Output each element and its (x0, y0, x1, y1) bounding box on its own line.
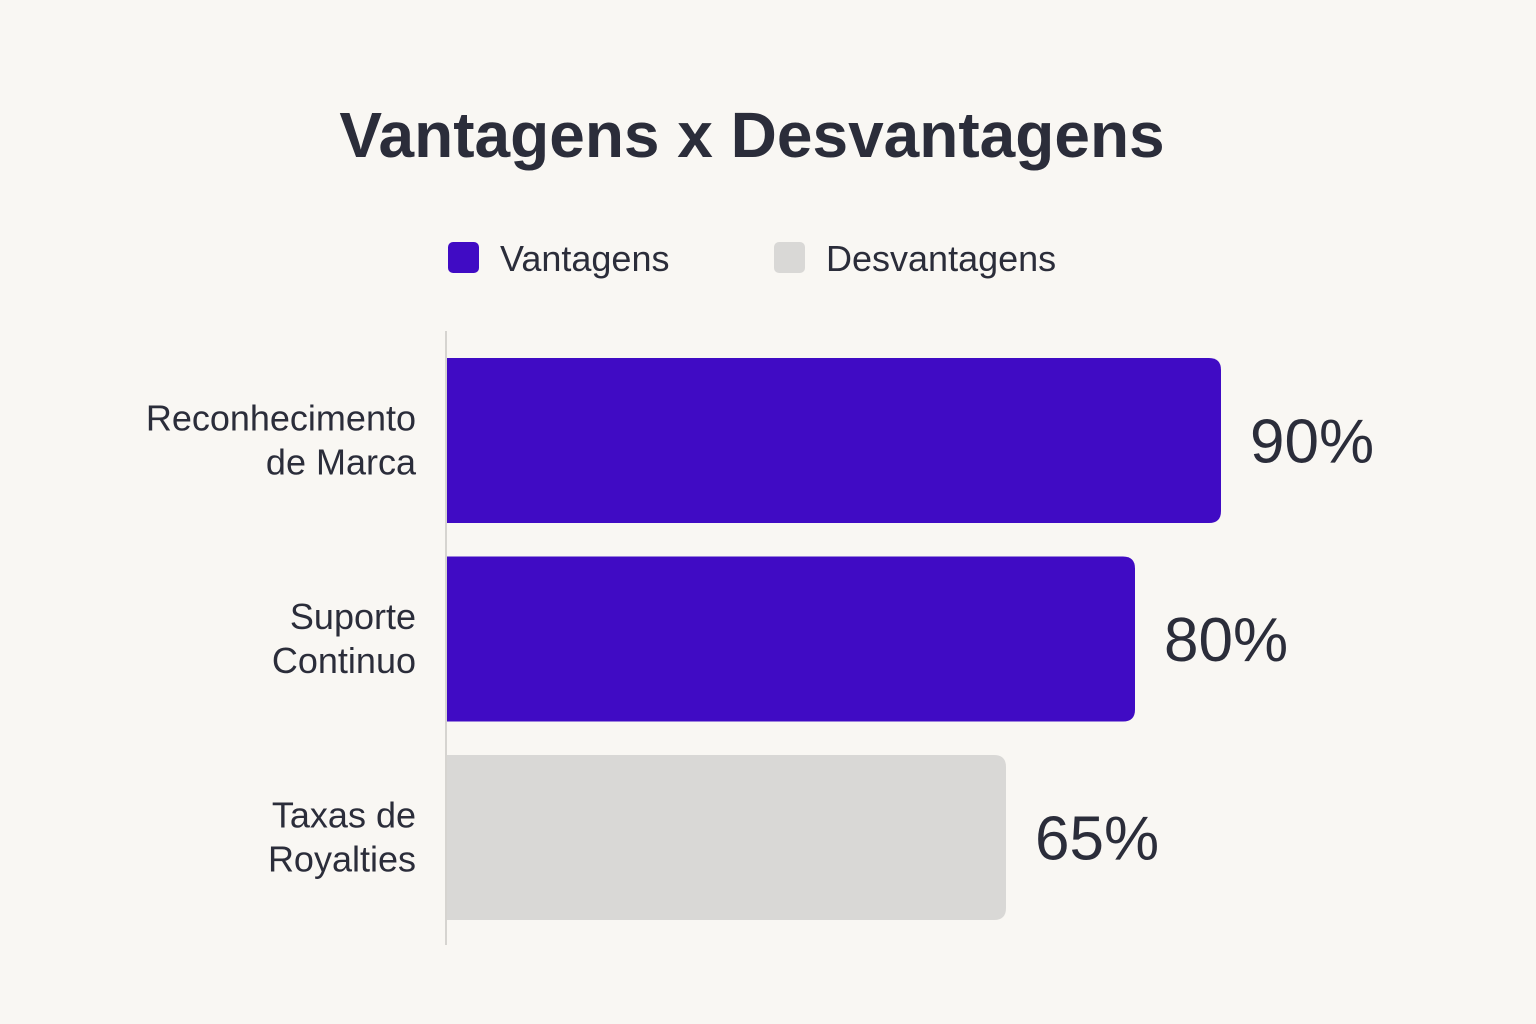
legend-swatch-desvantagens (774, 242, 805, 273)
category-label-1-line-0: Suporte (290, 596, 416, 637)
category-label-1-line-1: Continuo (272, 640, 416, 681)
category-label-2-line-0: Taxas de (272, 795, 416, 836)
legend: Vantagens Desvantagens (448, 238, 1056, 279)
category-labels: Reconhecimento de Marca Suporte Continuo Tax… (146, 398, 417, 880)
legend-label-desvantagens: Desvantagens (826, 238, 1056, 279)
category-label-0-line-0: Reconhecimento (146, 398, 416, 439)
bar-2 (447, 755, 1006, 920)
bar-1 (447, 556, 1135, 722)
value-label-0: 90% (1250, 408, 1374, 477)
category-label-1: Suporte Continuo (272, 596, 416, 681)
category-label-0: Reconhecimento de Marca (146, 398, 417, 483)
bars-group (447, 358, 1221, 920)
legend-swatch-vantagens (448, 242, 479, 273)
value-label-2: 65% (1035, 805, 1159, 874)
bar-0 (447, 358, 1221, 523)
chart-title: Vantagens x Desvantagens (339, 99, 1164, 171)
category-label-2: Taxas de Royalties (268, 795, 416, 880)
category-label-2-line-1: Royalties (268, 839, 416, 880)
legend-label-vantagens: Vantagens (500, 238, 669, 279)
value-label-1: 80% (1164, 606, 1288, 675)
category-label-0-line-1: de Marca (266, 442, 417, 483)
value-labels: 90% 80% 65% (1035, 408, 1374, 874)
